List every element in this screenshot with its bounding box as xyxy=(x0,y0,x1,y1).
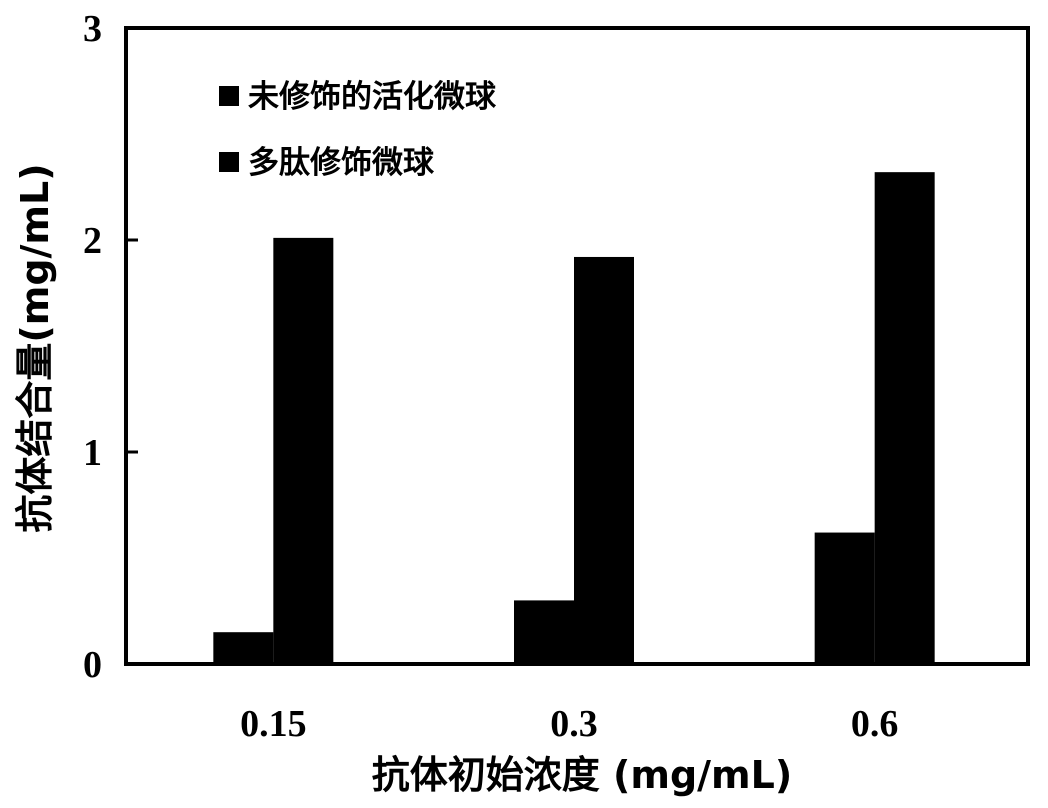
legend-swatch xyxy=(219,152,239,172)
legend-label: 多肽修饰微球 xyxy=(248,145,435,181)
legend-swatch xyxy=(219,86,239,106)
bar-series-1-cat-2 xyxy=(875,172,935,664)
bar-series-0-cat-2 xyxy=(815,533,875,664)
x-axis-label: 抗体初始浓度 (mg/mL) xyxy=(372,753,792,797)
bar-series-1-cat-0 xyxy=(273,238,333,664)
y-tick-label: 2 xyxy=(83,220,102,262)
x-tick-label: 0.15 xyxy=(240,703,307,745)
bar-series-0-cat-0 xyxy=(213,632,273,664)
y-axis-ticks: 0 1 2 3 xyxy=(83,8,138,686)
legend: 未修饰的活化微球多肽修饰微球 xyxy=(219,79,497,181)
y-tick-label: 3 xyxy=(83,8,102,50)
plot-bars xyxy=(213,172,934,664)
y-tick-label: 1 xyxy=(83,432,102,474)
x-tick-label: 0.3 xyxy=(550,703,598,745)
y-tick-label: 0 xyxy=(83,644,102,686)
y-axis-label: 抗体结合量(mg/mL) xyxy=(13,163,57,532)
bar-series-0-cat-1 xyxy=(514,600,574,664)
x-tick-label: 0.6 xyxy=(851,703,899,745)
x-axis-ticks: 0.15 0.3 0.6 xyxy=(240,703,898,745)
legend-label: 未修饰的活化微球 xyxy=(248,79,497,115)
bar-series-1-cat-1 xyxy=(574,257,634,664)
